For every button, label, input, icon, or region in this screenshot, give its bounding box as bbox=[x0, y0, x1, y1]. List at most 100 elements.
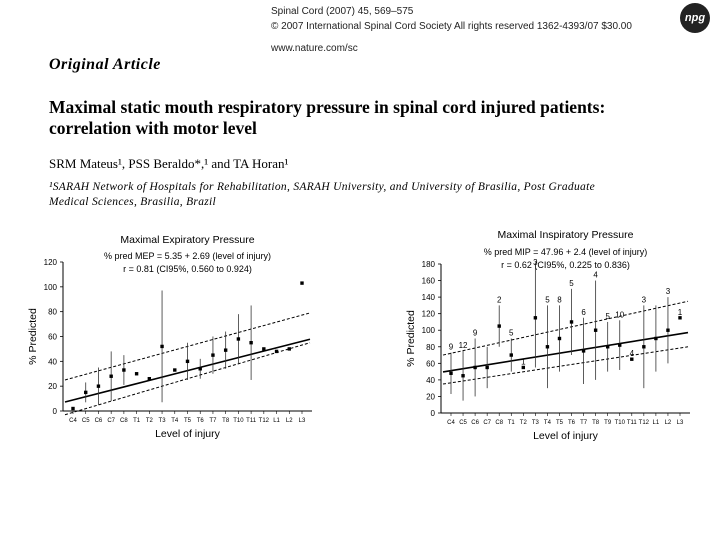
point-label: 4 bbox=[593, 271, 598, 280]
x-tick-label: L1 bbox=[653, 420, 660, 426]
x-tick-label: T10 bbox=[233, 418, 244, 424]
x-tick-label: L3 bbox=[677, 420, 684, 426]
data-point bbox=[557, 336, 562, 341]
x-tick-label: T1 bbox=[133, 418, 141, 424]
y-tick-label: 20 bbox=[48, 382, 57, 391]
point-label: 9 bbox=[449, 343, 454, 352]
point-label: 4 bbox=[630, 349, 635, 358]
data-point bbox=[630, 357, 634, 361]
data-point bbox=[300, 281, 304, 285]
x-tick-label: C8 bbox=[120, 418, 128, 424]
x-tick-label: T7 bbox=[209, 418, 217, 424]
chart-equation: % pred MIP = 47.96 + 2.4 (level of injur… bbox=[484, 247, 647, 257]
data-point bbox=[678, 316, 682, 320]
y-tick-label: 40 bbox=[426, 376, 435, 385]
x-tick-label: T3 bbox=[159, 418, 167, 424]
data-point bbox=[521, 365, 526, 370]
data-point bbox=[593, 328, 598, 332]
mip-plot: Maximal Inspiratory Pressure % pred MIP =… bbox=[405, 229, 690, 442]
data-point bbox=[173, 368, 177, 372]
y-tick-label: 100 bbox=[422, 326, 436, 335]
data-point bbox=[96, 384, 101, 388]
y-tick-label: 0 bbox=[53, 407, 58, 416]
point-label: 10 bbox=[615, 310, 624, 319]
point-label: 3 bbox=[642, 295, 647, 304]
x-tick-label: T2 bbox=[520, 420, 528, 426]
x-tick-label: T11 bbox=[627, 420, 638, 426]
y-tick-label: 160 bbox=[422, 277, 436, 286]
point-label: 12 bbox=[459, 341, 468, 350]
y-tick-label: 180 bbox=[422, 260, 436, 269]
data-point bbox=[262, 347, 266, 351]
x-tick-label: T6 bbox=[568, 420, 576, 426]
x-tick-label: C7 bbox=[483, 420, 491, 426]
point-label: 5 bbox=[605, 312, 610, 321]
x-tick-label: T4 bbox=[171, 418, 179, 424]
data-point bbox=[134, 372, 139, 376]
data-point bbox=[666, 328, 670, 332]
chart-stats: r = 0.62 (CI95%, 0.225 to 0.836) bbox=[501, 260, 630, 270]
x-tick-label: L3 bbox=[299, 418, 306, 424]
x-tick-label: L1 bbox=[273, 418, 280, 424]
y-tick-label: 60 bbox=[48, 333, 57, 342]
data-point bbox=[581, 349, 586, 353]
y-axis-label: % Predicted bbox=[405, 310, 417, 367]
data-point bbox=[449, 371, 453, 375]
x-tick-label: T6 bbox=[197, 418, 205, 424]
y-tick-label: 80 bbox=[426, 343, 435, 352]
x-tick-label: C7 bbox=[107, 418, 115, 424]
point-label: 5 bbox=[545, 295, 550, 304]
x-tick-label: T9 bbox=[604, 420, 612, 426]
point-label: 1 bbox=[678, 308, 683, 317]
x-tick-label: T11 bbox=[246, 418, 257, 424]
chart-title: Maximal Inspiratory Pressure bbox=[498, 229, 634, 241]
y-tick-label: 140 bbox=[422, 293, 436, 302]
point-label: 2 bbox=[497, 295, 502, 304]
x-tick-label: C6 bbox=[471, 420, 479, 426]
data-point bbox=[618, 343, 622, 347]
y-tick-label: 80 bbox=[48, 308, 57, 317]
data-point bbox=[211, 353, 215, 357]
x-axis-label: Level of injury bbox=[533, 430, 599, 442]
y-tick-label: 20 bbox=[426, 392, 435, 401]
x-tick-label: L2 bbox=[286, 418, 293, 424]
data-point bbox=[497, 324, 501, 328]
ci-lower-line bbox=[442, 346, 689, 385]
y-tick-label: 100 bbox=[44, 283, 58, 292]
article-title: Maximal static mouth respiratory pressur… bbox=[49, 97, 699, 139]
x-tick-label: C5 bbox=[459, 420, 467, 426]
x-tick-label: C4 bbox=[447, 420, 455, 426]
x-tick-label: T1 bbox=[508, 420, 516, 426]
data-point bbox=[223, 348, 228, 352]
x-tick-label: C6 bbox=[95, 418, 103, 424]
point-label: 3 bbox=[666, 287, 671, 296]
x-tick-label: T7 bbox=[580, 420, 588, 426]
title-line-2: correlation with motor level bbox=[49, 118, 257, 138]
affiliation-line-1: ¹SARAH Network of Hospitals for Rehabili… bbox=[49, 181, 595, 193]
point-label: 5 bbox=[569, 279, 574, 288]
authors: SRM Mateus¹, PSS Beraldo*,¹ and TA Horan… bbox=[49, 156, 289, 171]
y-tick-label: 120 bbox=[422, 310, 436, 319]
point-label: 1 bbox=[521, 357, 526, 366]
y-tick-label: 60 bbox=[426, 359, 435, 368]
x-tick-label: C8 bbox=[495, 420, 503, 426]
x-tick-label: T10 bbox=[615, 420, 626, 426]
journal-url[interactable]: www.nature.com/sc bbox=[271, 43, 358, 54]
data-point bbox=[654, 336, 658, 341]
data-point bbox=[533, 316, 538, 320]
point-label: 5 bbox=[509, 329, 514, 338]
journal-copyright: © 2007 International Spinal Cord Society… bbox=[271, 21, 632, 32]
data-point bbox=[485, 365, 489, 370]
y-tick-label: 40 bbox=[48, 357, 57, 366]
data-point bbox=[147, 377, 152, 381]
data-point bbox=[109, 374, 113, 378]
x-tick-label: T5 bbox=[556, 420, 564, 426]
title-line-1: Maximal static mouth respiratory pressur… bbox=[49, 97, 606, 117]
chart-equation: % pred MEP = 5.35 + 2.69 (level of injur… bbox=[104, 251, 271, 261]
mep-plot: Maximal Expiratory Pressure % pred MEP = … bbox=[27, 234, 312, 440]
affiliation-line-2: Medical Sciences, Brasilia, Brazil bbox=[49, 196, 217, 208]
data-point bbox=[473, 365, 477, 370]
data-point bbox=[84, 390, 88, 395]
data-point bbox=[122, 368, 126, 372]
